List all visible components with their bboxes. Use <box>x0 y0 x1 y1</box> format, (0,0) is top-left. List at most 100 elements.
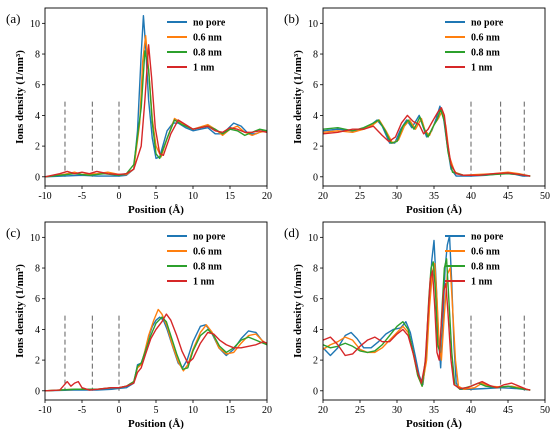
legend: no pore 0.6 nm 0.8 nm 1 nm <box>445 232 504 288</box>
x-tick-label: 20 <box>318 191 328 202</box>
panel-label: (c) <box>6 225 20 240</box>
y-tick-label: 4 <box>35 325 40 336</box>
x-tick-label: 40 <box>466 405 476 416</box>
x-tick-label: 50 <box>540 405 550 416</box>
x-axis-title: Position (Å) <box>128 204 184 216</box>
x-tick-label: 40 <box>466 191 476 202</box>
y-tick-label: 0 <box>313 386 318 397</box>
x-tick-label: 35 <box>429 191 439 202</box>
series-line-no-pore <box>45 14 267 178</box>
series-line-no-pore <box>45 316 267 392</box>
y-tick-label: 8 <box>313 264 318 275</box>
x-tick-label: 0 <box>117 405 122 416</box>
x-tick-label: 45 <box>503 405 513 416</box>
series-line-1-nm <box>323 270 531 391</box>
legend-label: 0.6 nm <box>193 33 223 44</box>
y-tick-label: 2 <box>35 356 40 367</box>
y-tick-label: 2 <box>313 356 318 367</box>
legend-label: 1 nm <box>471 277 493 288</box>
y-tick-label: 8 <box>35 50 40 61</box>
x-tick-label: 35 <box>429 405 439 416</box>
y-tick-label: 10 <box>308 19 318 30</box>
x-tick-label: 0 <box>117 191 122 202</box>
series-line-0.6-nm <box>323 262 531 391</box>
legend-label: 0.8 nm <box>471 262 501 273</box>
y-tick-label: 2 <box>35 142 40 153</box>
legend-label: 1 nm <box>471 63 493 74</box>
y-tick-label: 10 <box>30 19 40 30</box>
y-tick-label: 4 <box>35 111 40 122</box>
plot-area <box>323 235 531 391</box>
x-tick-label: 50 <box>540 191 550 202</box>
plot-area <box>45 14 267 178</box>
y-tick-label: 6 <box>35 294 40 305</box>
legend: no pore 0.6 nm 0.8 nm 1 nm <box>445 18 504 74</box>
y-tick-label: 10 <box>308 233 318 244</box>
x-tick-label: 10 <box>188 405 198 416</box>
x-tick-label: 25 <box>355 191 365 202</box>
x-tick-label: -10 <box>38 405 51 416</box>
series-line-no-pore <box>323 235 531 391</box>
y-tick-label: 4 <box>313 111 318 122</box>
legend-label: 1 nm <box>193 63 215 74</box>
x-tick-label: 10 <box>188 191 198 202</box>
legend-label: 0.8 nm <box>193 262 223 273</box>
x-tick-label: 25 <box>355 405 365 416</box>
y-axis-title: Ions density (1/nm³) <box>14 50 26 144</box>
panel-label: (d) <box>284 225 299 240</box>
legend: no pore 0.6 nm 0.8 nm 1 nm <box>167 18 226 74</box>
plot-area <box>323 105 531 177</box>
x-tick-label: 5 <box>154 405 159 416</box>
series-line-1-nm <box>323 107 531 177</box>
plot-area <box>45 308 267 392</box>
panel-label: (b) <box>284 11 299 26</box>
legend-label: no pore <box>471 232 504 243</box>
legend-label: no pore <box>193 18 226 29</box>
legend-label: 0.8 nm <box>193 48 223 59</box>
legend-label: 0.6 nm <box>193 247 223 258</box>
legend-label: 1 nm <box>193 277 215 288</box>
series-line-0.8-nm <box>323 258 531 391</box>
x-tick-label: 30 <box>392 191 402 202</box>
y-tick-label: 6 <box>313 294 318 305</box>
panel-4: 20 25 30 35 40 45 50 0 2 4 6 8 10 Position (Å) Ions de… <box>284 221 550 430</box>
y-tick-label: 0 <box>35 172 40 183</box>
panel-3: -10 -5 0 5 10 15 20 0 2 4 6 8 10 Position (Å) Ions den… <box>6 221 272 430</box>
y-axis-title: Ions density (1/nm³) <box>292 264 304 358</box>
y-tick-label: 4 <box>313 325 318 336</box>
x-axis-title: Position (Å) <box>128 418 184 430</box>
x-tick-label: -10 <box>38 191 51 202</box>
legend-label: 0.6 nm <box>471 247 501 258</box>
y-tick-label: 8 <box>35 264 40 275</box>
legend-label: no pore <box>193 232 226 243</box>
y-tick-label: 0 <box>313 172 318 183</box>
x-tick-label: 20 <box>262 191 272 202</box>
y-tick-label: 6 <box>35 80 40 91</box>
panel-2: 20 25 30 35 40 45 50 0 2 4 6 8 10 Position (Å) Ions de… <box>284 7 550 216</box>
y-axis-title: Ions density (1/nm³) <box>292 50 304 144</box>
legend-label: 0.8 nm <box>471 48 501 59</box>
x-tick-label: -5 <box>78 191 86 202</box>
legend-label: no pore <box>471 18 504 29</box>
axes-frame <box>44 221 268 401</box>
legend-label: 0.6 nm <box>471 33 501 44</box>
series-line-no-pore <box>323 105 531 177</box>
x-tick-label: 15 <box>225 191 235 202</box>
x-tick-label: 20 <box>318 405 328 416</box>
y-tick-label: 0 <box>35 386 40 397</box>
series-line-1-nm <box>45 313 267 392</box>
y-tick-label: 10 <box>30 233 40 244</box>
y-tick-label: 6 <box>313 80 318 91</box>
y-tick-label: 2 <box>313 142 318 153</box>
panel-label: (a) <box>6 11 20 26</box>
panel-1: -10 -5 0 5 10 15 20 0 2 4 6 8 10 Position (Å) Ions den… <box>6 7 272 216</box>
x-tick-label: 20 <box>262 405 272 416</box>
axes-frame <box>322 7 546 187</box>
x-axis-title: Position (Å) <box>406 418 462 430</box>
series-line-0.8-nm <box>45 316 267 392</box>
axes-frame <box>44 7 268 187</box>
x-tick-label: 5 <box>154 191 159 202</box>
x-tick-label: 15 <box>225 405 235 416</box>
x-tick-label: -5 <box>78 405 86 416</box>
